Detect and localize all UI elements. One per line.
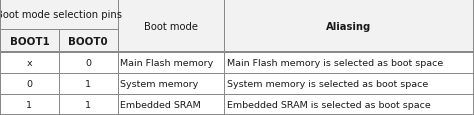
Bar xyxy=(224,94,474,115)
Text: BOOT0: BOOT0 xyxy=(68,36,108,46)
Bar xyxy=(118,53,224,74)
Bar xyxy=(59,53,118,74)
Text: 1: 1 xyxy=(85,100,91,109)
Bar xyxy=(0,0,118,30)
Text: Boot mode selection pins: Boot mode selection pins xyxy=(0,10,122,20)
Text: Aliasing: Aliasing xyxy=(326,22,372,31)
Text: 1: 1 xyxy=(85,79,91,88)
Text: 0: 0 xyxy=(85,59,91,68)
Bar xyxy=(0,30,59,53)
Text: x: x xyxy=(27,59,32,68)
Bar xyxy=(224,53,474,74)
Text: 1: 1 xyxy=(27,100,32,109)
Text: 0: 0 xyxy=(27,79,32,88)
Bar xyxy=(224,0,474,53)
Text: BOOT1: BOOT1 xyxy=(9,36,49,46)
Bar xyxy=(118,74,224,94)
Bar xyxy=(59,30,118,53)
Text: Embedded SRAM is selected as boot space: Embedded SRAM is selected as boot space xyxy=(227,100,430,109)
Text: Main Flash memory: Main Flash memory xyxy=(120,59,214,68)
Text: Boot mode: Boot mode xyxy=(144,22,198,31)
Bar xyxy=(0,74,59,94)
Bar xyxy=(0,53,59,74)
Bar xyxy=(0,94,59,115)
Bar xyxy=(118,0,224,53)
Bar xyxy=(224,74,474,94)
Bar xyxy=(59,74,118,94)
Bar xyxy=(118,94,224,115)
Text: Embedded SRAM: Embedded SRAM xyxy=(120,100,201,109)
Text: System memory is selected as boot space: System memory is selected as boot space xyxy=(227,79,428,88)
Text: System memory: System memory xyxy=(120,79,199,88)
Bar xyxy=(59,94,118,115)
Text: Main Flash memory is selected as boot space: Main Flash memory is selected as boot sp… xyxy=(227,59,443,68)
